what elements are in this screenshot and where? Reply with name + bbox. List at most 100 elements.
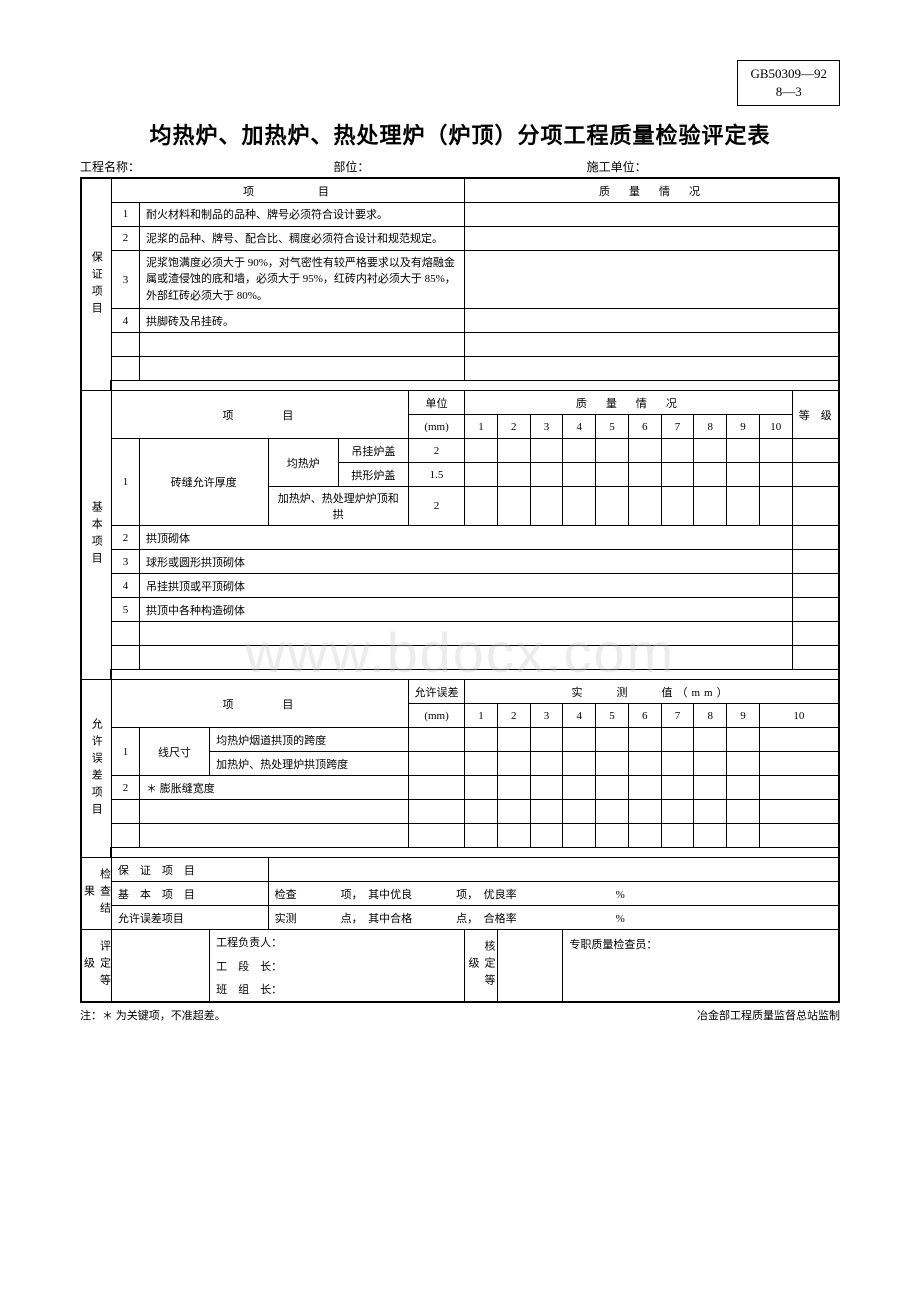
results-section-label: 检查结果 — [81, 858, 111, 930]
basic-col-unit-l2: (mm) — [408, 415, 464, 439]
tol-blank-1 — [81, 800, 839, 824]
grade-section-label: 评定等级 — [81, 930, 111, 1002]
t-r1: 均热炉烟道拱顶的跨度 — [210, 728, 409, 752]
b-num-1: 1 — [111, 439, 139, 526]
b-num-5: 5 — [111, 598, 139, 622]
g-num-2: 2 — [111, 226, 139, 250]
g-text-4: 拱脚砖及吊挂砖。 — [139, 309, 464, 333]
bn1: 1 — [465, 415, 498, 439]
tol-col-tol-l2: (mm) — [408, 704, 464, 728]
tol-row-1a: 1 线尺寸 均热炉烟道拱顶的跨度 — [81, 728, 839, 752]
tn2: 2 — [497, 704, 530, 728]
bn10: 10 — [759, 415, 792, 439]
tol-header-row-1: 允许误差项目 项 目 允许误差 实 测 值（mm） — [81, 680, 839, 704]
project-name-label: 工程名称： — [80, 158, 333, 175]
tol-section-label: 允许误差项目 — [81, 680, 111, 858]
tol-col-tol-l1: 允许误差 — [408, 680, 464, 704]
guarantee-blank-1 — [81, 333, 839, 357]
basic-row-2: 2 拱顶砌体 — [81, 526, 839, 550]
b-text-2: 拱顶砌体 — [139, 526, 792, 550]
b-text-3: 球形或圆形拱顶砌体 — [139, 550, 792, 574]
results-row-2: 基 本 项 目 检查 项， 其中优良 项， 优良率 % — [81, 882, 839, 906]
basic-header-row-1: 基本项目 项 目 单位 质 量 情 况 等 级 — [81, 391, 839, 415]
grade-sec: 工 段 长： — [210, 954, 465, 978]
g-val-2 — [465, 226, 839, 250]
bn2: 2 — [497, 415, 530, 439]
gap-1 — [81, 381, 839, 391]
tn5: 5 — [596, 704, 629, 728]
tn10: 10 — [759, 704, 839, 728]
t-r2: 加热炉、热处理炉拱顶跨度 — [210, 752, 409, 776]
header-info: 工程名称： 部位： 施工单位： — [80, 158, 840, 175]
b-num-4: 4 — [111, 574, 139, 598]
grade-row-1: 评定等级 工程负责人： 核定等级 专职质量检查员： — [81, 930, 839, 954]
guarantee-col-quality: 质 量 情 况 — [465, 178, 839, 202]
basic-row-3: 3 球形或圆形拱顶砌体 — [81, 550, 839, 574]
tol-row-2: 2 ＊ 膨胀缝宽度 — [81, 776, 839, 800]
res-r2: 基 本 项 目 — [111, 882, 268, 906]
location-label: 部位： — [333, 158, 586, 175]
inspector-label: 专职质量检查员： — [563, 930, 839, 1002]
basic-row-5: 5 拱顶中各种构造砌体 — [81, 598, 839, 622]
b-text-5: 拱顶中各种构造砌体 — [139, 598, 792, 622]
basic-section-label: 基本项目 — [81, 391, 111, 680]
res-r1: 保 证 项 目 — [111, 858, 268, 882]
g-val-1 — [465, 202, 839, 226]
b-label-1: 砖缝允许厚度 — [139, 439, 268, 526]
gap-3 — [81, 848, 839, 858]
footer: 注：＊ 为关键项，不准超差。 冶金部工程质量监督总站监制 — [80, 1007, 840, 1023]
bn3: 3 — [530, 415, 563, 439]
res-r2-content: 检查 项， 其中优良 项， 优良率 % — [268, 882, 839, 906]
grade-team: 班 组 长： — [210, 978, 465, 1002]
g-num-4: 4 — [111, 309, 139, 333]
b-num-2: 2 — [111, 526, 139, 550]
b-text-4: 吊挂拱顶或平顶砌体 — [139, 574, 792, 598]
unit-label: 施工单位： — [587, 158, 840, 175]
b-sub1: 均热炉 — [268, 439, 338, 487]
tn8: 8 — [694, 704, 727, 728]
bn5: 5 — [596, 415, 629, 439]
tn9: 9 — [727, 704, 760, 728]
t-num-2: 2 — [111, 776, 139, 800]
b-r1b: 拱形炉盖 — [338, 463, 408, 487]
guarantee-row-2: 2 泥浆的品种、牌号、配合比、稠度必须符合设计和规范规定。 — [81, 226, 839, 250]
page-title: 均热炉、加热炉、热处理炉（炉顶）分项工程质量检验评定表 — [80, 118, 840, 150]
guarantee-header-row: 保证项目 项 目 质 量 情 况 — [81, 178, 839, 202]
basic-row-1a: 1 砖缝允许厚度 均热炉 吊挂炉盖 2 — [81, 439, 839, 463]
results-row-3: 允许误差项目 实测 点， 其中合格 点， 合格率 % — [81, 906, 839, 930]
b-r1a: 吊挂炉盖 — [338, 439, 408, 463]
g-num-3: 3 — [111, 250, 139, 309]
guarantee-row-1: 1 耐火材料和制品的品种、牌号必须符合设计要求。 — [81, 202, 839, 226]
b-r1a-v: 2 — [408, 439, 464, 463]
standard-code-box: GB50309—92 8—3 — [737, 60, 840, 106]
code-line1: GB50309—92 — [750, 65, 827, 83]
b-r2: 加热炉、热处理炉炉顶和拱 — [268, 487, 408, 526]
tol-col-meas: 实 测 值（mm） — [465, 680, 839, 704]
guarantee-section-label: 保证项目 — [81, 178, 111, 391]
g-text-2: 泥浆的品种、牌号、配合比、稠度必须符合设计和规范规定。 — [139, 226, 464, 250]
basic-blank-1 — [81, 622, 839, 646]
bn7: 7 — [661, 415, 694, 439]
bn4: 4 — [563, 415, 596, 439]
bn8: 8 — [694, 415, 727, 439]
grade-pm: 工程负责人： — [210, 930, 465, 954]
basic-col-quality: 质 量 情 况 — [465, 391, 793, 415]
results-row-1: 检查结果 保 证 项 目 — [81, 858, 839, 882]
t-label-1: 线尺寸 — [139, 728, 209, 776]
code-line2: 8—3 — [750, 83, 827, 101]
b-r1b-v: 1.5 — [408, 463, 464, 487]
res-r3: 允许误差项目 — [111, 906, 268, 930]
main-table: 保证项目 项 目 质 量 情 况 1 耐火材料和制品的品种、牌号必须符合设计要求… — [80, 177, 840, 1003]
b-num-3: 3 — [111, 550, 139, 574]
basic-col-grade: 等 级 — [792, 391, 839, 439]
tol-col-item: 项 目 — [111, 680, 408, 728]
footer-org: 冶金部工程质量监督总站监制 — [697, 1007, 840, 1023]
basic-col-item: 项 目 — [111, 391, 408, 439]
footer-note: 注：＊ 为关键项，不准超差。 — [80, 1007, 226, 1023]
basic-col-unit-l1: 单位 — [408, 391, 464, 415]
tn7: 7 — [661, 704, 694, 728]
tn1: 1 — [465, 704, 498, 728]
bn9: 9 — [727, 415, 760, 439]
tn6: 6 — [628, 704, 661, 728]
guarantee-row-4: 4 拱脚砖及吊挂砖。 — [81, 309, 839, 333]
